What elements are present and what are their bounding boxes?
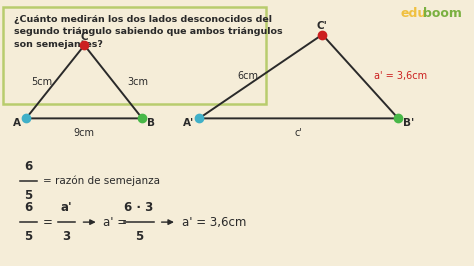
Text: A': A' [183, 118, 194, 128]
Text: A: A [13, 118, 20, 128]
Text: a' =: a' = [103, 216, 128, 228]
Text: B: B [147, 118, 155, 128]
Text: 9cm: 9cm [73, 128, 95, 138]
Text: boom: boom [423, 7, 462, 20]
Text: 3: 3 [62, 230, 71, 243]
Text: 6: 6 [24, 160, 33, 173]
Text: edu: edu [401, 7, 427, 20]
Text: = razón de semejanza: = razón de semejanza [43, 176, 160, 186]
Text: c': c' [295, 128, 302, 138]
Text: 5: 5 [24, 230, 33, 243]
Text: 6 · 3: 6 · 3 [124, 201, 154, 214]
Text: 5: 5 [135, 230, 143, 243]
FancyBboxPatch shape [3, 7, 266, 104]
Text: 3cm: 3cm [128, 77, 148, 87]
Text: 6: 6 [24, 201, 33, 214]
Text: a': a' [61, 201, 72, 214]
Text: a' = 3,6cm: a' = 3,6cm [182, 216, 246, 228]
Text: 5: 5 [24, 189, 33, 202]
Text: 6cm: 6cm [237, 72, 258, 81]
Text: 5cm: 5cm [31, 77, 53, 87]
Text: =: = [43, 216, 53, 228]
Text: C: C [81, 32, 88, 42]
Text: C': C' [317, 21, 328, 31]
Text: B': B' [403, 118, 414, 128]
Text: a' = 3,6cm: a' = 3,6cm [374, 72, 428, 81]
Text: ¿Cuánto medirán los dos lados desconocidos del
segundo triángulo sabiendo que am: ¿Cuánto medirán los dos lados desconocid… [14, 15, 283, 49]
